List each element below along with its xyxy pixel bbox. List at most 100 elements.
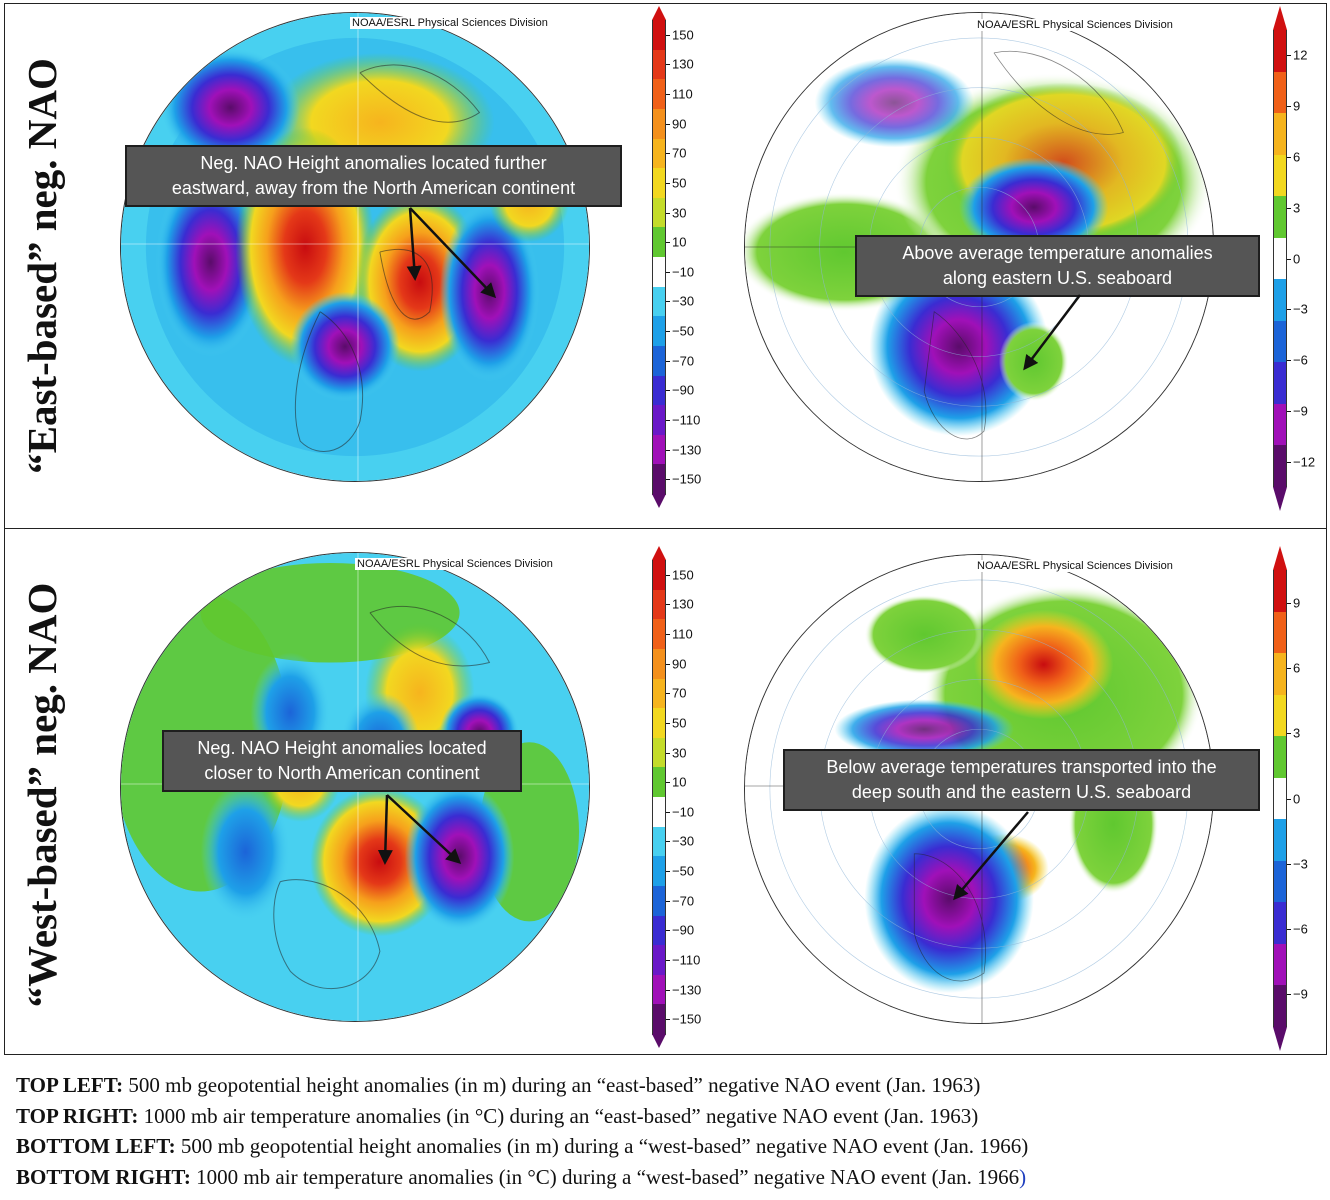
colorbar-tick-label: −70 (672, 353, 695, 369)
colorbar-tick-mark (666, 930, 670, 932)
colorbar-tick-label: 10 (672, 234, 687, 250)
colorbar-segment (1273, 71, 1287, 114)
colorbar-tick-label: 90 (672, 656, 687, 672)
caption-line-top-left: TOP LEFT: 500 mb geopotential height ano… (16, 1070, 1028, 1101)
colorbar-tick-label: −12 (1293, 454, 1316, 470)
row-divider (5, 528, 1326, 529)
colorbar-segment (1273, 237, 1287, 280)
colorbar-tick-label: 3 (1293, 200, 1301, 216)
colorbar-tick-label: −3 (1293, 301, 1308, 317)
colorbar-tick-label: −130 (672, 442, 702, 458)
credit-top-left: NOAA/ESRL Physical Sciences Division (350, 17, 550, 29)
colorbar-tick-mark (1287, 360, 1291, 362)
colorbar-segment (1273, 985, 1287, 1028)
colorbar-tick-mark (666, 182, 670, 184)
colorbar-segment (652, 138, 666, 169)
colorbar-tick-label: −110 (672, 412, 701, 428)
colorbar-tick-mark (666, 959, 670, 961)
colorbar-tick-label: 70 (672, 685, 687, 701)
caption-lead: TOP LEFT: (16, 1073, 124, 1097)
colorbar-tick-mark (1287, 258, 1291, 260)
row-label-west-based: “West-based” neg. NAO (19, 582, 65, 1008)
colorbar-tick-label: 6 (1293, 149, 1301, 165)
colorbar-segment (652, 286, 666, 317)
colorbar-segment (1273, 819, 1287, 862)
colorbar-tick-label: 130 (672, 56, 694, 72)
callout-line: deep south and the eastern U.S. seaboard (851, 782, 1192, 802)
callout-line: closer to North American continent (204, 763, 480, 783)
callout-line: eastward, away from the North American c… (171, 178, 576, 198)
colorbar-segment (1273, 362, 1287, 405)
colorbar-tick-mark (666, 663, 670, 665)
credit-top-right: NOAA/ESRL Physical Sciences Division (975, 19, 1175, 31)
colorbar-segment (1273, 736, 1287, 779)
colorbar-height-top: 150 130 110 90 70 50 30 10 −10 −30 −50 −70 −90 −110 −1… (652, 6, 701, 508)
colorbar-tick-label: 0 (1293, 251, 1301, 266)
colorbar-segment (1273, 154, 1287, 197)
colorbar-tick-label: −130 (672, 982, 702, 998)
colorbar-tick-label: 12 (1293, 47, 1308, 63)
colorbar-tick-mark (1287, 994, 1291, 996)
colorbar-segment (652, 856, 666, 887)
caption-tail: ) (1019, 1164, 1027, 1189)
callout-bottom-left: Neg. NAO Height anomalies located closer… (162, 730, 522, 792)
colorbar-segment (1273, 403, 1287, 446)
colorbar-tick-label: −90 (672, 922, 695, 938)
colorbar-tick-mark (666, 782, 670, 784)
colorbar-tick-mark (666, 271, 670, 273)
colorbar-tick-label: 50 (672, 175, 687, 191)
caption-text: 500 mb geopotential height anomalies (in… (175, 1134, 1029, 1158)
colorbar-segment (652, 678, 666, 709)
colorbar-tick-label: 150 (672, 27, 694, 43)
colorbar-tick-label: 110 (672, 86, 693, 102)
colorbar-tick-label: 150 (672, 567, 694, 583)
colorbar-segment (652, 197, 666, 228)
colorbar-segment (652, 619, 666, 650)
colorbar-tick-mark (666, 989, 670, 991)
colorbar-tick-label: −30 (672, 833, 695, 849)
colorbar-segment (1273, 113, 1287, 156)
callout-line: Neg. NAO Height anomalies located furthe… (200, 153, 547, 173)
colorbar-tick-mark (1287, 309, 1291, 311)
callout-line: Neg. NAO Height anomalies located (197, 738, 487, 758)
colorbar-tick-label: −50 (672, 323, 695, 339)
colorbar-top-arrow (1273, 546, 1287, 570)
colorbar-tick-mark (666, 900, 670, 902)
colorbar-segment (1273, 653, 1287, 696)
colorbar-segment (652, 257, 666, 288)
colorbar-segment (652, 767, 666, 798)
colorbar-segment (652, 316, 666, 347)
colorbar-tick-label: −6 (1293, 921, 1308, 937)
colorbar-segment (652, 375, 666, 406)
colorbar-tick-mark (666, 153, 670, 155)
colorbar-tick-label: 70 (672, 145, 687, 161)
colorbar-tick-label: 50 (672, 715, 687, 731)
colorbar-segment (652, 405, 666, 436)
colorbar-tick-mark (1287, 798, 1291, 800)
colorbar-segment (652, 434, 666, 465)
colorbar-tick-mark (1287, 733, 1291, 735)
colorbar-tick-mark (666, 242, 670, 244)
colorbar-segment (1273, 611, 1287, 654)
colorbar-tick-mark (666, 123, 670, 125)
colorbar-tick-mark (666, 94, 670, 96)
caption-text: 1000 mb air temperature anomalies (in °C… (190, 1164, 1020, 1189)
colorbar-tick-mark (666, 419, 670, 421)
colorbar-segment (652, 974, 666, 1005)
colorbar-tick-label: −150 (672, 471, 702, 487)
colorbar-tick-mark (666, 604, 670, 606)
caption-lead: BOTTOM RIGHT: (16, 1164, 191, 1189)
caption-line-bottom-left: BOTTOM LEFT: 500 mb geopotential height … (16, 1131, 1028, 1162)
callout-top-left: Neg. NAO Height anomalies located furthe… (125, 145, 622, 207)
colorbar-tick-mark (666, 693, 670, 695)
colorbar-tick-label: 90 (672, 116, 687, 132)
colorbar-segment (652, 797, 666, 828)
colorbar-height-bottom: 150 130 110 90 70 50 30 10 −10 −30 −50 −70 −90 −110 −1… (652, 546, 701, 1048)
map-top-left-height (120, 12, 590, 482)
colorbar-tick-mark (666, 64, 670, 66)
colorbar-tick-mark (666, 722, 670, 724)
colorbar-tick-label: 110 (672, 626, 693, 642)
height-anomaly-field (121, 13, 589, 481)
colorbar-segment (652, 227, 666, 258)
colorbar-top-arrow (652, 6, 666, 20)
